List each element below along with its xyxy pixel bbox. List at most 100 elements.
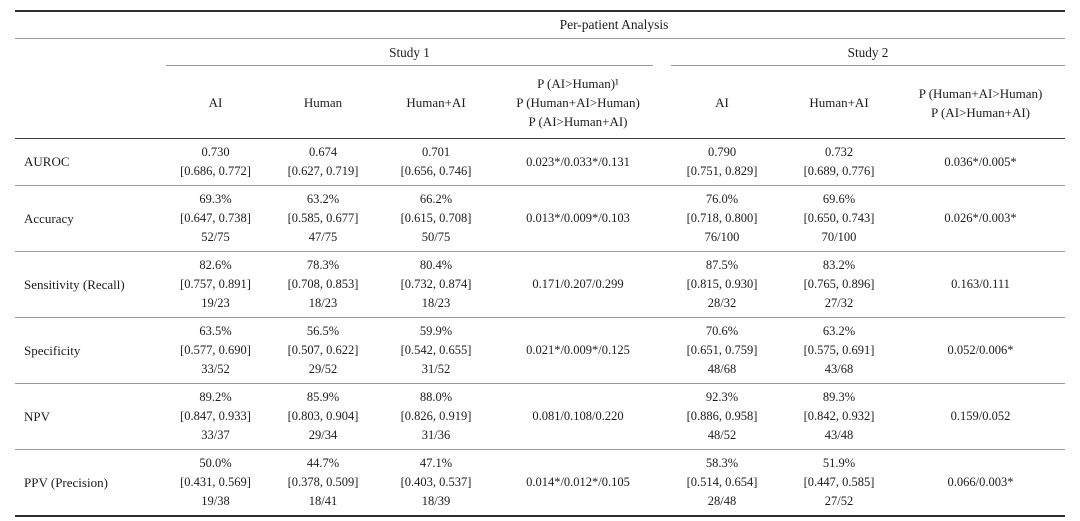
metric-cell: 80.4% [0.732, 0.874] 18/23: [378, 251, 494, 318]
cell-line: 51.9%: [822, 456, 856, 470]
cell-line: [0.757, 0.891]: [180, 277, 251, 291]
p-value-cell: 0.171/0.207/0.299: [494, 251, 662, 318]
cell-line: 76/100: [704, 230, 740, 244]
cell-line: 0.732: [824, 145, 854, 159]
cell-line: 69.6%: [822, 192, 856, 206]
metric-cell: 89.3% [0.842, 0.932] 43/48: [782, 383, 896, 450]
cell-line: [0.765, 0.896]: [803, 277, 875, 291]
cell-line: [0.507, 0.622]: [287, 343, 359, 357]
column-header-line: AI: [208, 95, 223, 110]
table-body: AUROC 0.730 [0.686, 0.772] 0.674 [0.627, 0.7…: [15, 138, 1066, 517]
cell-line: [0.689, 0.776]: [803, 164, 875, 178]
per-patient-analysis-table: Per-patient Analysis Study 1 Study 2 AI H…: [15, 10, 1066, 517]
cell-line: 0.066/0.003*: [947, 475, 1014, 489]
cell-line: 47/75: [308, 230, 338, 244]
column-header-line: Human: [303, 95, 343, 110]
cell-line: 63.2%: [306, 192, 340, 206]
metric-cell: 58.3% [0.514, 0.654] 28/48: [662, 449, 782, 517]
title-row: Per-patient Analysis: [15, 10, 1066, 39]
cell-line: 48/52: [707, 428, 737, 442]
row-label: AUROC: [15, 138, 163, 186]
cell-line: 56.5%: [306, 324, 340, 338]
table-row: Specificity 63.5% [0.577, 0.690] 33/52 56.5%…: [15, 317, 1066, 384]
column-header-line: P (AI>Human)¹: [537, 76, 619, 91]
cell-line: [0.431, 0.569]: [180, 475, 251, 489]
table-row: Accuracy 69.3% [0.647, 0.738] 52/75 63.2% [0.…: [15, 185, 1066, 252]
cell-line: 50/75: [421, 230, 451, 244]
cell-line: [0.447, 0.585]: [803, 475, 875, 489]
cell-line: 0.081/0.108/0.220: [532, 409, 624, 423]
metric-cell: 59.9% [0.542, 0.655] 31/52: [378, 317, 494, 384]
p-value-cell: 0.036*/0.005*: [896, 138, 1066, 186]
p-value-column-header: P (Human+AI>Human) P (AI>Human+AI): [896, 66, 1066, 139]
cell-line: 29/52: [308, 362, 338, 376]
cell-line: 66.2%: [419, 192, 453, 206]
cell-line: 0.701: [421, 145, 451, 159]
row-label: NPV: [15, 383, 163, 450]
cell-line: 70.6%: [705, 324, 739, 338]
cell-line: [0.403, 0.537]: [400, 475, 472, 489]
cell-line: 63.5%: [199, 324, 232, 338]
study1-group-header: Study 1: [166, 44, 653, 66]
metric-cell: 0.674 [0.627, 0.719]: [268, 138, 378, 186]
column-header-line: Human+AI: [809, 95, 869, 110]
cell-line: 58.3%: [705, 456, 739, 470]
cell-line: 78.3%: [306, 258, 340, 272]
cell-line: 87.5%: [705, 258, 739, 272]
metric-cell: 44.7% [0.378, 0.509] 18/41: [268, 449, 378, 517]
cell-line: 80.4%: [419, 258, 453, 272]
cell-line: 18/23: [421, 296, 451, 310]
cell-line: [0.718, 0.800]: [686, 211, 758, 225]
cell-line: 69.3%: [199, 192, 232, 206]
cell-line: [0.751, 0.829]: [686, 164, 758, 178]
cell-line: [0.686, 0.772]: [180, 164, 251, 178]
cell-line: 44.7%: [306, 456, 340, 470]
cell-line: [0.708, 0.853]: [287, 277, 359, 291]
cell-line: 18/23: [308, 296, 338, 310]
cell-line: [0.378, 0.509]: [287, 475, 359, 489]
p-value-cell: 0.159/0.052: [896, 383, 1066, 450]
cell-line: 48/68: [707, 362, 737, 376]
cell-line: 50.0%: [199, 456, 232, 470]
cell-line: 47.1%: [419, 456, 453, 470]
study2-group-header: Study 2: [671, 44, 1066, 66]
metric-cell: 63.5% [0.577, 0.690] 33/52: [163, 317, 268, 384]
table-row: NPV 89.2% [0.847, 0.933] 33/37 85.9% [0.803, …: [15, 383, 1066, 450]
metric-cell: 56.5% [0.507, 0.622] 29/52: [268, 317, 378, 384]
row-label: Specificity: [15, 317, 163, 384]
cell-line: 0.730: [201, 145, 230, 159]
cell-line: 18/41: [308, 494, 338, 508]
metric-cell: 63.2% [0.575, 0.691] 43/68: [782, 317, 896, 384]
cell-line: [0.847, 0.933]: [180, 409, 251, 423]
cell-line: 0.171/0.207/0.299: [532, 277, 624, 291]
cell-line: 89.2%: [199, 390, 232, 404]
cell-line: [0.650, 0.743]: [803, 211, 875, 225]
metric-cell: 87.5% [0.815, 0.930] 28/32: [662, 251, 782, 318]
cell-line: 43/68: [824, 362, 854, 376]
cell-line: [0.803, 0.904]: [287, 409, 359, 423]
metric-cell: 83.2% [0.765, 0.896] 27/32: [782, 251, 896, 318]
study2-group-cell: Study 2: [662, 39, 1066, 66]
metric-cell: 50.0% [0.431, 0.569] 19/38: [163, 449, 268, 517]
column-header-line: P (Human+AI>Human): [918, 85, 1043, 101]
cell-line: 0.036*/0.005*: [944, 154, 1017, 169]
table-row: AUROC 0.730 [0.686, 0.772] 0.674 [0.627, 0.7…: [15, 138, 1066, 186]
metric-cell: 51.9% [0.447, 0.585] 27/52: [782, 449, 896, 517]
cell-line: 63.2%: [822, 324, 856, 338]
column-header: Human: [268, 66, 378, 139]
cell-line: 43/48: [824, 428, 854, 442]
metric-cell: 76.0% [0.718, 0.800] 76/100: [662, 185, 782, 252]
column-header-row: AI Human Human+AI P (AI>Human)¹ P (Human+AI>…: [15, 66, 1066, 139]
p-value-cell: 0.026*/0.003*: [896, 185, 1066, 252]
column-header-line: AI: [715, 95, 729, 110]
cell-line: 85.9%: [306, 390, 340, 404]
column-header-line: P (AI>Human+AI): [930, 104, 1031, 120]
cell-line: [0.815, 0.930]: [686, 277, 758, 291]
cell-line: 18/39: [421, 494, 451, 508]
cell-line: 0.790: [707, 145, 737, 159]
study-row-corner: [15, 39, 163, 67]
cell-line: [0.575, 0.691]: [803, 343, 875, 357]
table-row: PPV (Precision) 50.0% [0.431, 0.569] 19/38 4…: [15, 449, 1066, 517]
cell-line: 0.023*/0.033*/0.131: [526, 154, 630, 169]
table-title: Per-patient Analysis: [163, 10, 1066, 39]
